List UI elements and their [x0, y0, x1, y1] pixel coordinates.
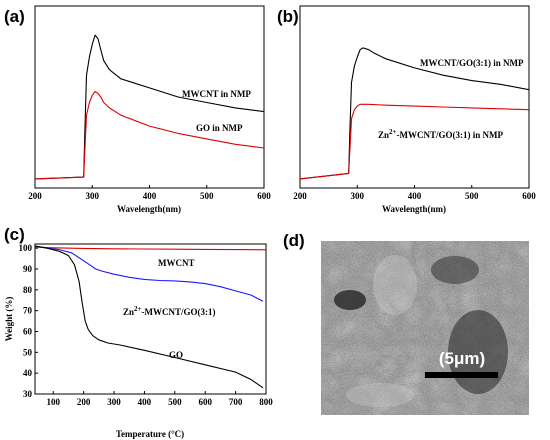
panel-b-annotation-zn-charge: 2+ [389, 128, 397, 136]
panel-c-annotation-zn-rest: -MWCNT/GO(3:1) [142, 307, 216, 317]
series-line-mwcnt-go-3-1-in-nmp [299, 47, 530, 180]
y-tick-label: 90 [23, 264, 33, 274]
sem-ridge [373, 255, 417, 315]
y-tick-label: 30 [23, 389, 33, 399]
x-tick-label: 300 [107, 397, 121, 407]
panel-b-annotation-zn-rest: -MWCNT/GO(3:1) in NMP [397, 130, 504, 140]
x-tick-label: 300 [86, 191, 100, 201]
x-tick-label: 200 [77, 397, 91, 407]
panel-b-series [299, 47, 530, 180]
panel-a-x-ticks: 200 300 400 500 600 [28, 185, 271, 201]
series-line-zn2-mwcnt-go-3-1- [34, 245, 264, 302]
series-line-go-in-nmp [34, 90, 265, 180]
x-tick-label: 200 [293, 191, 307, 201]
x-tick-label: 600 [257, 191, 271, 201]
x-tick-label: 400 [408, 191, 422, 201]
panel-b-annotation-zn-base: Zn [378, 130, 389, 140]
series-line-zn2-mwcnt-go-3-1-in-nmp [299, 103, 530, 180]
panel-c-series [34, 245, 267, 389]
panel-b-annotation-zn: Zn2+-MWCNT/GO(3:1) in NMP [378, 128, 504, 140]
series-line-mwcnt-in-nmp [34, 34, 265, 180]
panel-c-annotation-zn-base: Zn [123, 307, 134, 317]
y-tick-label: 60 [23, 327, 33, 337]
x-tick-label: 200 [28, 191, 42, 201]
panel-label-d: (d) [283, 231, 305, 250]
panel-d: (d) (5μm) [283, 231, 529, 415]
panel-b: (b) 200 300 400 500 600 MWCNT/GO(3:1) in NMP… [277, 5, 536, 214]
x-tick-label: 500 [200, 191, 214, 201]
panel-c-plot-frame [34, 243, 267, 395]
series-line-go [34, 245, 264, 389]
panel-a-series [34, 34, 265, 180]
x-tick-label: 600 [198, 397, 212, 407]
sem-scale-bar [425, 372, 498, 378]
x-tick-label: 500 [465, 191, 479, 201]
panel-b-annotation-mwcnt-go: MWCNT/GO(3:1) in NMP [420, 58, 524, 68]
x-tick-label: 300 [351, 191, 365, 201]
panel-a-annotation-go: GO in NMP [196, 123, 243, 133]
x-tick-label: 100 [46, 397, 60, 407]
panel-c-ticks: 100 200 300 400 500 600 700 800 30 40 50 60 70 80 90 10… [19, 243, 274, 407]
y-tick-label: 80 [23, 285, 33, 295]
panel-c-annotation-zn-charge: 2+ [134, 305, 142, 313]
series-line-mwcnt [34, 246, 267, 251]
panel-b-x-ticks: 200 300 400 500 600 [293, 185, 536, 201]
x-tick-label: 700 [229, 397, 243, 407]
x-tick-label: 400 [143, 191, 157, 201]
panel-a: (a) 200 300 400 500 600 MWCNT in NMP GO in N… [4, 5, 271, 214]
y-tick-label: 70 [23, 306, 33, 316]
panel-b-plot-frame [299, 5, 530, 189]
panel-c-x-axis-label: Temperature (°C) [116, 429, 184, 439]
x-tick-label: 400 [138, 397, 152, 407]
panel-c-annotation-go: GO [169, 350, 183, 360]
y-tick-label: 50 [23, 347, 33, 357]
sem-ridge [346, 383, 414, 407]
panel-c-annotation-zn: Zn2+-MWCNT/GO(3:1) [123, 305, 216, 317]
panel-c-y-axis-label: Weight (%) [4, 297, 14, 342]
sem-micrograph: (5μm) [321, 241, 529, 415]
x-tick-label: 600 [522, 191, 536, 201]
panel-b-x-axis-label: Wavelength(nm) [382, 204, 446, 214]
panel-a-annotation-mwcnt: MWCNT in NMP [182, 89, 251, 99]
sem-scale-label: (5μm) [439, 349, 485, 368]
x-tick-label: 800 [259, 397, 273, 407]
x-tick-label: 500 [168, 397, 182, 407]
sem-pore [334, 290, 366, 310]
y-tick-label: 100 [19, 243, 33, 253]
panel-label-a: (a) [4, 7, 25, 26]
y-tick-label: 40 [23, 368, 33, 378]
panel-label-b: (b) [277, 7, 299, 26]
panel-label-c: (c) [4, 225, 25, 244]
panel-c-annotation-mwcnt: MWCNT [158, 258, 195, 268]
sem-pore [431, 256, 479, 284]
panel-a-x-axis-label: Wavelength(nm) [117, 204, 181, 214]
panel-c: (c) 100 200 300 400 500 600 700 800 30 40 50 60 70 80… [4, 225, 273, 439]
